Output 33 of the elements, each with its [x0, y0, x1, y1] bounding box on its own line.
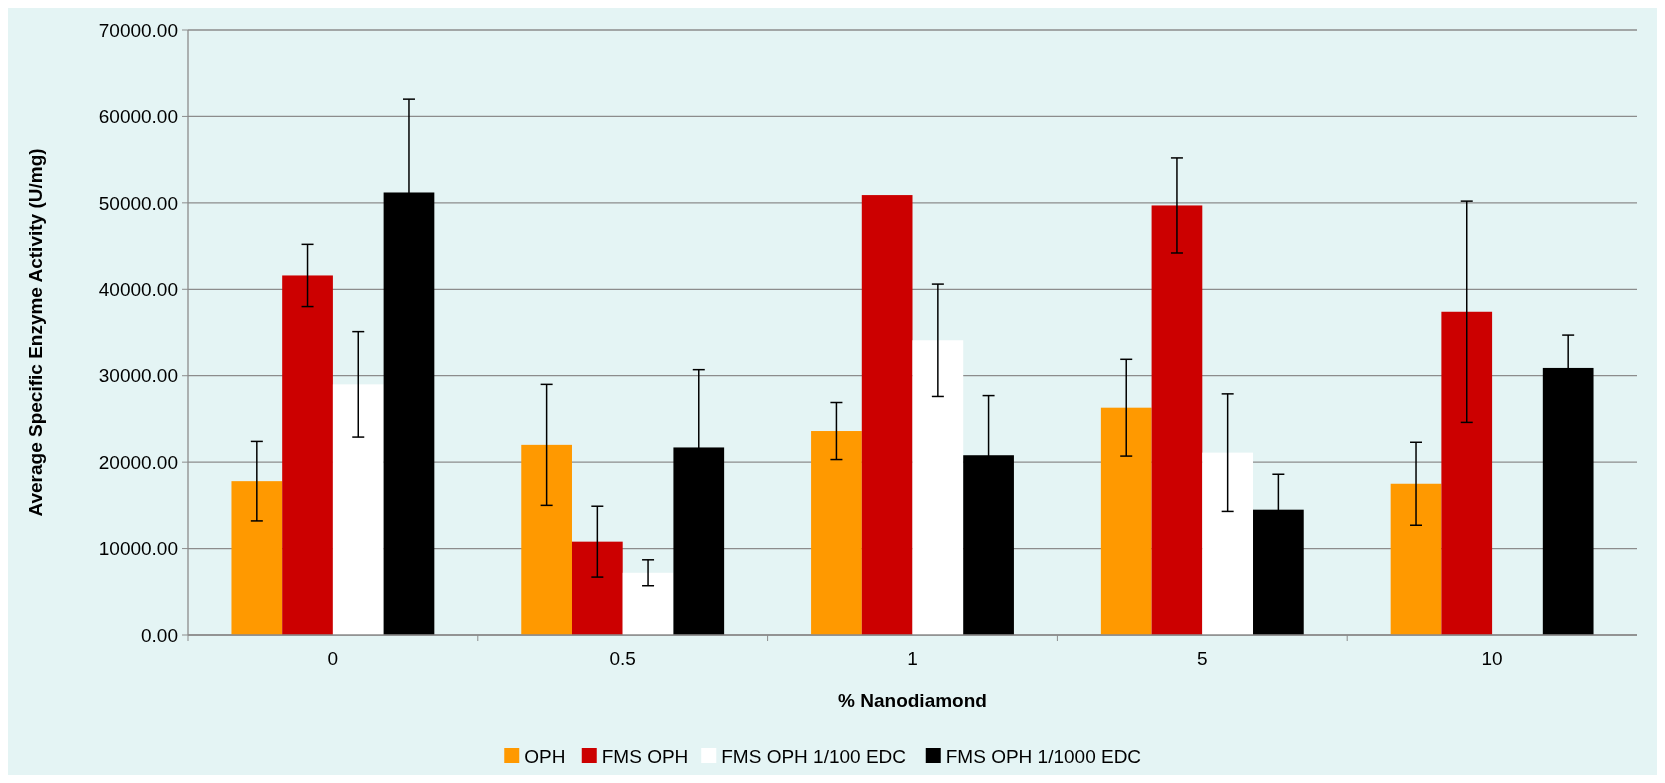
x-axis-title: % Nanodiamond — [838, 690, 987, 711]
legend-label: FMS OPH — [601, 746, 689, 767]
y-axis-title: Average Specific Enzyme Activity (U/mg) — [25, 148, 46, 517]
bar — [1151, 205, 1203, 635]
legend-label: OPH — [524, 746, 566, 767]
x-tick-label: 5 — [1197, 648, 1208, 669]
legend-label: FMS OPH 1/1000 EDC — [945, 746, 1142, 767]
bar — [1441, 311, 1493, 635]
bar — [861, 195, 913, 635]
bar — [1202, 452, 1254, 635]
bar — [811, 431, 862, 635]
x-tick-label: 10 — [1481, 648, 1503, 669]
bar — [912, 340, 964, 635]
bar — [332, 384, 384, 635]
y-tick-label: 30000.00 — [98, 365, 178, 387]
y-tick-label: 10000.00 — [98, 538, 178, 560]
bar — [1390, 483, 1442, 635]
x-tick-label: 1 — [907, 648, 918, 669]
bar — [571, 541, 623, 635]
legend-label: FMS OPH 1/100 EDC — [721, 746, 907, 767]
y-tick-label: 50000.00 — [98, 192, 178, 214]
y-tick-label: 60000.00 — [98, 106, 178, 128]
bar — [521, 444, 572, 635]
bar — [282, 275, 333, 635]
y-tick-label: 0.00 — [141, 624, 178, 646]
bar — [1100, 407, 1152, 635]
y-tick-label: 70000.00 — [98, 19, 178, 41]
bar — [231, 481, 283, 635]
bar — [622, 572, 674, 635]
y-tick-label: 20000.00 — [98, 451, 178, 473]
y-tick-label: 40000.00 — [98, 278, 178, 300]
x-tick-label: 0 — [327, 648, 339, 669]
x-tick-label: 0.5 — [609, 648, 636, 669]
